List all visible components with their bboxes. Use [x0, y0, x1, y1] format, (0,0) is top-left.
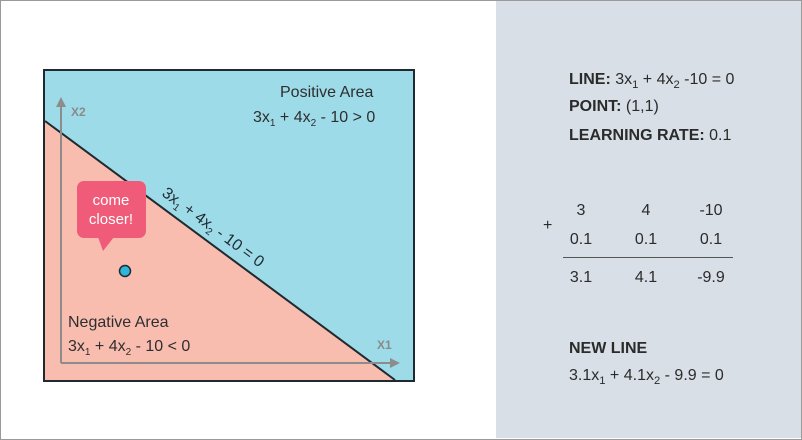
perceptron-diagram: X2 X1 Positive Area 3x1 + 4x2 - 10 > 0 N…	[43, 69, 415, 382]
row1-cell: -10	[699, 202, 723, 219]
x-axis-label: X1	[377, 338, 392, 352]
row2-cell: 0.1	[569, 231, 593, 248]
result-cell: -9.9	[697, 269, 725, 286]
positive-area-title: Positive Area	[280, 84, 373, 101]
point-definition: POINT: (1,1)	[569, 98, 659, 115]
positive-area-equation: 3x1 + 4x2 - 10 > 0	[253, 109, 375, 129]
plus-operator: +	[543, 217, 553, 234]
row2-cell: 0.1	[699, 231, 723, 248]
decision-boundary-line	[44, 120, 396, 381]
diagram-border	[43, 69, 415, 382]
speech-bubble: come closer!	[77, 181, 146, 251]
result-cell: 4.1	[634, 269, 658, 286]
y-axis-label: X2	[71, 105, 86, 119]
new-line-heading: NEW LINE	[569, 340, 648, 357]
negative-area-title: Negative Area	[68, 314, 169, 331]
calculation-panel: LINE: 3x1 + 4x2 -10 = 0 POINT: (1,1) LEA…	[496, 1, 801, 438]
x-axis-arrow	[390, 358, 400, 368]
new-line-equation: 3.1x1 + 4.1x2 - 9.9 = 0	[569, 367, 724, 388]
data-point	[118, 264, 132, 278]
learning-rate: LEARNING RATE: 0.1	[569, 127, 732, 144]
result-cell: 3.1	[569, 269, 593, 286]
bubble-text-line2: closer!	[89, 211, 133, 228]
line-definition: LINE: 3x1 + 4x2 -10 = 0	[569, 71, 735, 92]
bubble-text-line1: come	[93, 192, 130, 209]
row2-cell: 0.1	[634, 231, 658, 248]
negative-area-equation: 3x1 + 4x2 - 10 < 0	[68, 338, 190, 358]
row1-cell: 4	[641, 202, 651, 219]
y-axis-arrow	[56, 97, 66, 107]
sum-divider	[563, 257, 733, 258]
row1-cell: 3	[576, 202, 586, 219]
diagram-pane: X2 X1 Positive Area 3x1 + 4x2 - 10 > 0 N…	[1, 1, 496, 438]
